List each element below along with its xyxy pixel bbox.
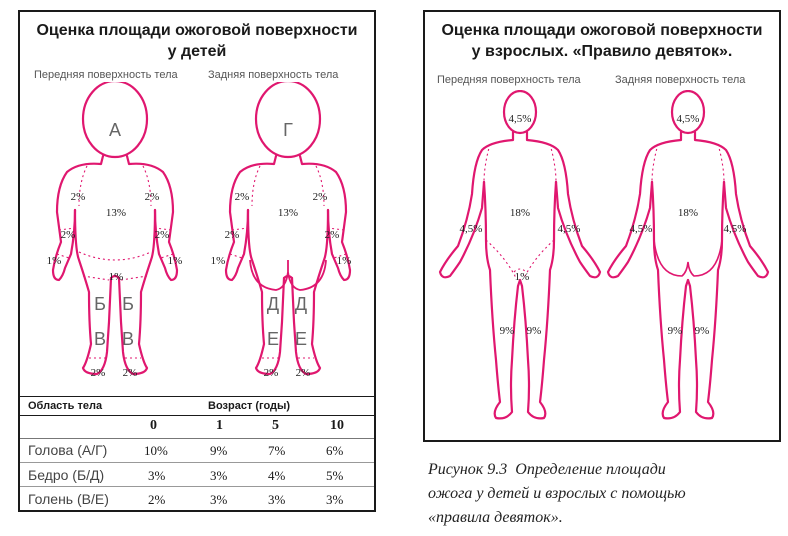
child-front-hand-left: 1% bbox=[47, 255, 62, 267]
children-title-line2: у детей bbox=[167, 43, 227, 60]
child-front-thigh-left: Б bbox=[94, 294, 106, 314]
table-ages-rule bbox=[20, 438, 374, 439]
child-front-hand-right: 1% bbox=[168, 255, 183, 267]
child-back-hand-left: 1% bbox=[211, 255, 226, 267]
child-front-forearm-right: 2% bbox=[155, 229, 170, 241]
child-back-shin-left: Е bbox=[267, 329, 279, 349]
adult-front-head: 4,5% bbox=[509, 113, 532, 125]
child-front-shin-left: В bbox=[94, 329, 106, 349]
children-title-line1: Оценка площади ожоговой поверхности bbox=[36, 22, 358, 39]
figure-caption: Рисунок 9.3 Определение площади ожога у … bbox=[428, 458, 778, 530]
row-shin-label: Голень (В/Е) bbox=[28, 491, 109, 507]
adults-panel: Оценка площади ожоговой поверхности у вз… bbox=[423, 10, 781, 442]
child-front-genitals: 1% bbox=[109, 271, 124, 283]
children-figures: А 2% 2% 13% 2% 2% 1% 1% 1% Б Б В В 2% 2%… bbox=[47, 82, 352, 379]
child-front-figure bbox=[51, 82, 179, 376]
child-front-head-letter: А bbox=[109, 120, 121, 140]
adult-back-leg-left: 9% bbox=[668, 325, 683, 337]
child-front-thigh-right: Б bbox=[122, 294, 134, 314]
children-front-label: Передняя поверхность тела bbox=[34, 69, 178, 81]
adult-back-figure bbox=[606, 90, 770, 420]
row-shin-age0: 2% bbox=[148, 492, 166, 507]
adults-back-label: Задняя поверхность тела bbox=[615, 74, 746, 86]
adult-front-leg-left: 9% bbox=[500, 325, 515, 337]
child-back-foot-right: 2% bbox=[296, 367, 311, 379]
child-front-forearm-left: 2% bbox=[61, 229, 76, 241]
adult-front-trunk: 18% bbox=[510, 207, 530, 219]
adult-back-arm-left: 4,5% bbox=[630, 223, 653, 235]
children-back-label: Задняя поверхность тела bbox=[208, 69, 339, 81]
caption-line1: Рисунок 9.3 Определение площади bbox=[428, 461, 666, 478]
child-front-upperarm-left: 2% bbox=[71, 191, 86, 203]
row-shin-age1: 3% bbox=[210, 492, 228, 507]
children-title: Оценка площади ожоговой поверхности у де… bbox=[20, 20, 374, 62]
adult-back-trunk: 18% bbox=[678, 207, 698, 219]
caption-line2: ожога у детей и взрослых с помощью bbox=[428, 485, 686, 502]
adults-title-line2: у взрослых. «Правило девяток». bbox=[471, 43, 733, 60]
row-shin-age10: 3% bbox=[326, 492, 344, 507]
row-thigh-age0: 3% bbox=[148, 468, 166, 483]
table-area-header: Область тела bbox=[28, 400, 103, 412]
child-back-upperarm-left: 2% bbox=[235, 191, 250, 203]
caption-line3: «правила девяток». bbox=[428, 509, 563, 526]
row-head-age5: 7% bbox=[268, 443, 286, 458]
table-row-rule-2 bbox=[20, 486, 374, 487]
adult-figures: 4,5% 18% 4,5% 4,5% 1% 9% 9% 4,5% 18% 4,5… bbox=[438, 90, 770, 420]
child-back-trunk: 13% bbox=[278, 207, 298, 219]
child-back-forearm-left: 2% bbox=[225, 229, 240, 241]
child-front-foot-left: 2% bbox=[91, 367, 106, 379]
adult-back-leg-right: 9% bbox=[695, 325, 710, 337]
adult-front-arm-right: 4,5% bbox=[558, 223, 581, 235]
row-thigh-age1: 3% bbox=[210, 468, 228, 483]
child-back-hand-right: 1% bbox=[337, 255, 352, 267]
row-thigh-label: Бедро (Б/Д) bbox=[28, 467, 105, 483]
row-head-age10: 6% bbox=[326, 443, 344, 458]
child-back-thigh-right: Д bbox=[295, 294, 307, 314]
age-10: 10 bbox=[330, 418, 344, 433]
adult-front-genitals: 1% bbox=[515, 271, 530, 283]
child-front-foot-right: 2% bbox=[123, 367, 138, 379]
table-age-header: Возраст (годы) bbox=[208, 400, 291, 412]
age-1: 1 bbox=[216, 418, 223, 433]
adult-back-arm-right: 4,5% bbox=[724, 223, 747, 235]
child-back-upperarm-right: 2% bbox=[313, 191, 328, 203]
adults-front-label: Передняя поверхность тела bbox=[437, 74, 581, 86]
adult-back-head: 4,5% bbox=[677, 113, 700, 125]
adult-front-arm-left: 4,5% bbox=[460, 223, 483, 235]
table-top-rule bbox=[20, 396, 374, 397]
adults-title-line1: Оценка площади ожоговой поверхности bbox=[441, 22, 763, 39]
row-head-age0: 10% bbox=[144, 443, 168, 458]
child-back-shin-right: Е bbox=[295, 329, 307, 349]
age-5: 5 bbox=[272, 418, 279, 433]
child-front-upperarm-right: 2% bbox=[145, 191, 160, 203]
table-row-rule-1 bbox=[20, 462, 374, 463]
table-header-rule bbox=[20, 415, 374, 416]
child-front-trunk: 13% bbox=[106, 207, 126, 219]
child-back-forearm-right: 2% bbox=[325, 229, 340, 241]
row-thigh-age5: 4% bbox=[268, 468, 286, 483]
child-back-head-letter: Г bbox=[283, 120, 293, 140]
row-head-age1: 9% bbox=[210, 443, 228, 458]
child-back-foot-left: 2% bbox=[264, 367, 279, 379]
row-head-label: Голова (А/Г) bbox=[28, 442, 108, 458]
age-0: 0 bbox=[150, 418, 157, 433]
adult-front-figure bbox=[438, 90, 602, 420]
child-back-figure bbox=[224, 82, 352, 376]
children-panel: Оценка площади ожоговой поверхности у де… bbox=[18, 10, 376, 512]
adults-title: Оценка площади ожоговой поверхности у вз… bbox=[425, 20, 779, 62]
row-thigh-age10: 5% bbox=[326, 468, 344, 483]
adult-front-leg-right: 9% bbox=[527, 325, 542, 337]
child-front-shin-right: В bbox=[122, 329, 134, 349]
child-back-thigh-left: Д bbox=[267, 294, 279, 314]
row-shin-age5: 3% bbox=[268, 492, 286, 507]
